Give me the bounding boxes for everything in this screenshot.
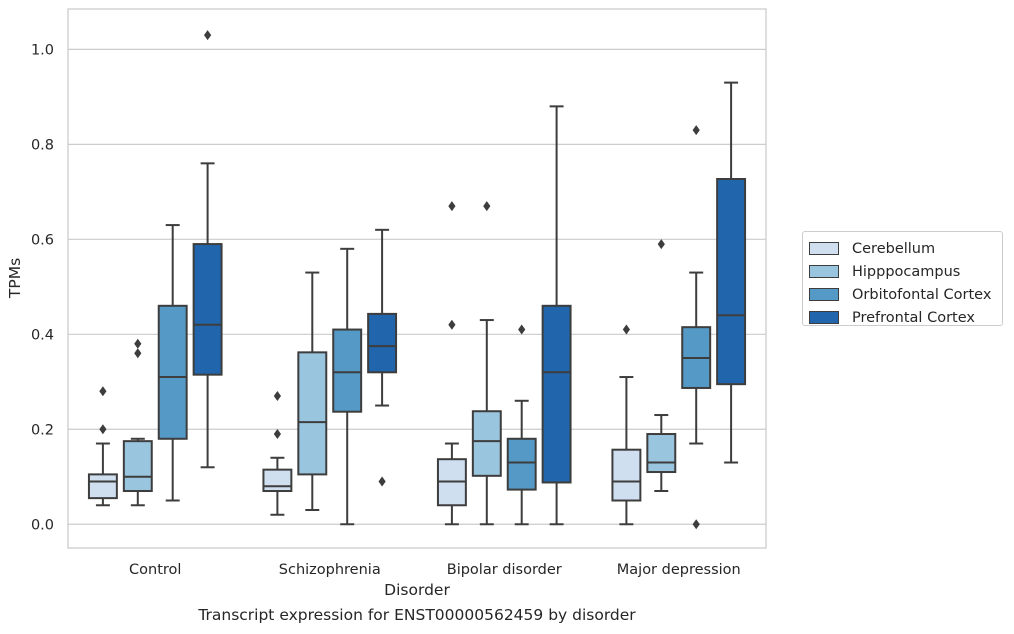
outlier-point	[204, 30, 212, 41]
y-tick-labels: 0.0 0.2 0.4 0.6 0.8 1.0	[31, 42, 54, 533]
box	[122, 440, 153, 493]
legend: Cerebellum Hipppocampus Orbitofontal Cor…	[802, 231, 1003, 326]
boxplots	[87, 30, 747, 530]
legend-item-cerebellum: Cerebellum	[809, 237, 1002, 260]
outlier-point	[273, 391, 281, 402]
outlier-point	[99, 386, 107, 397]
box-group	[262, 391, 293, 516]
box-group	[436, 201, 467, 526]
box-group	[157, 224, 188, 502]
plot-frame	[67, 8, 767, 549]
x-tick-label: Control	[129, 562, 181, 578]
x-tick-labels: Control Schizophrenia Bipolar disorder Majo…	[129, 562, 741, 578]
box-group	[192, 30, 223, 469]
box	[646, 433, 677, 474]
legend-swatch	[809, 265, 839, 278]
box-group	[646, 239, 677, 493]
box	[262, 468, 293, 493]
y-tick-label: 1.0	[31, 42, 54, 58]
outlier-point	[273, 429, 281, 440]
legend-label: Hipppocampus	[852, 263, 961, 280]
box	[541, 304, 572, 484]
outlier-point	[448, 319, 456, 330]
box	[471, 410, 502, 477]
box	[157, 304, 188, 440]
legend-swatch	[809, 288, 839, 301]
outlier-point	[378, 476, 386, 487]
box-group	[471, 201, 502, 526]
x-tick-label: Bipolar disorder	[447, 562, 562, 578]
outlier-point	[657, 239, 665, 250]
box	[297, 351, 328, 476]
y-tick-label: 0.0	[31, 517, 54, 533]
outlier-point	[483, 201, 491, 212]
figure-caption: Transcript expression for ENST0000056245…	[198, 606, 636, 624]
outlier-point	[134, 338, 142, 349]
legend-label: Orbitofontal Cortex	[852, 286, 992, 303]
box	[332, 328, 363, 413]
outlier-point	[99, 424, 107, 435]
legend-item-orbitofrontal-cortex: Orbitofontal Cortex	[809, 283, 1002, 306]
x-tick-label: Schizophrenia	[279, 562, 381, 578]
box-group	[122, 338, 153, 507]
box-group	[367, 228, 398, 487]
box-group	[716, 81, 747, 464]
legend-label: Prefrontal Cortex	[852, 309, 975, 326]
box-group	[506, 324, 537, 526]
legend-swatch	[809, 311, 839, 324]
y-tick-label: 0.6	[31, 232, 54, 248]
outlier-point	[134, 348, 142, 359]
box-group	[297, 271, 328, 512]
box	[716, 178, 747, 386]
y-tick-label: 0.4	[31, 327, 54, 343]
box-group	[87, 386, 118, 507]
box	[367, 312, 398, 374]
legend-swatch	[809, 242, 839, 255]
y-tick-label: 0.2	[31, 422, 54, 438]
outlier-point	[622, 324, 630, 335]
box-group	[541, 105, 572, 526]
x-tick-label: Major depression	[617, 562, 741, 578]
y-axis-label: TPMs	[6, 258, 24, 299]
box	[611, 448, 642, 502]
legend-label: Cerebellum	[852, 240, 936, 257]
box-group	[332, 247, 363, 526]
x-axis-label: Disorder	[384, 581, 450, 599]
outlier-point	[692, 519, 700, 530]
legend-item-prefrontal-cortex: Prefrontal Cortex	[809, 306, 1002, 329]
box	[506, 437, 537, 491]
legend-item-hippocampus: Hipppocampus	[809, 260, 1002, 283]
box-group	[681, 125, 712, 530]
box-group	[611, 324, 642, 526]
y-tick-label: 0.8	[31, 137, 54, 153]
box	[87, 473, 118, 500]
box	[192, 243, 223, 376]
outlier-point	[448, 201, 456, 212]
outlier-point	[518, 324, 526, 335]
outlier-point	[692, 125, 700, 136]
